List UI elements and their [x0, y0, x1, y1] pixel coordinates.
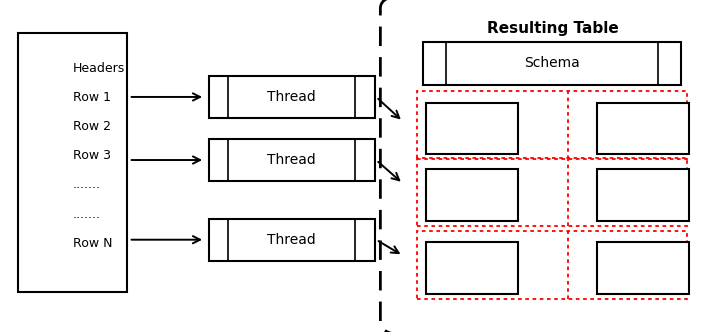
- Text: Schema: Schema: [524, 56, 580, 70]
- Text: Headers: Headers: [73, 61, 125, 75]
- FancyBboxPatch shape: [423, 42, 681, 85]
- FancyBboxPatch shape: [18, 33, 127, 292]
- Text: .......: .......: [73, 208, 101, 221]
- Text: Thread: Thread: [267, 90, 316, 104]
- FancyBboxPatch shape: [209, 139, 375, 181]
- Text: Row 1: Row 1: [73, 91, 111, 104]
- Text: Row 3: Row 3: [73, 149, 111, 162]
- FancyBboxPatch shape: [426, 169, 518, 221]
- FancyBboxPatch shape: [597, 103, 689, 154]
- Text: Resulting Table: Resulting Table: [487, 21, 619, 36]
- Text: Thread: Thread: [267, 233, 316, 247]
- Text: Row N: Row N: [73, 237, 112, 250]
- Text: .......: .......: [73, 178, 101, 192]
- FancyBboxPatch shape: [426, 242, 518, 294]
- FancyBboxPatch shape: [597, 169, 689, 221]
- FancyBboxPatch shape: [597, 242, 689, 294]
- FancyBboxPatch shape: [380, 0, 707, 332]
- FancyBboxPatch shape: [209, 219, 375, 261]
- Text: Thread: Thread: [267, 153, 316, 167]
- FancyBboxPatch shape: [426, 103, 518, 154]
- FancyBboxPatch shape: [209, 76, 375, 118]
- Text: Row 2: Row 2: [73, 120, 111, 133]
